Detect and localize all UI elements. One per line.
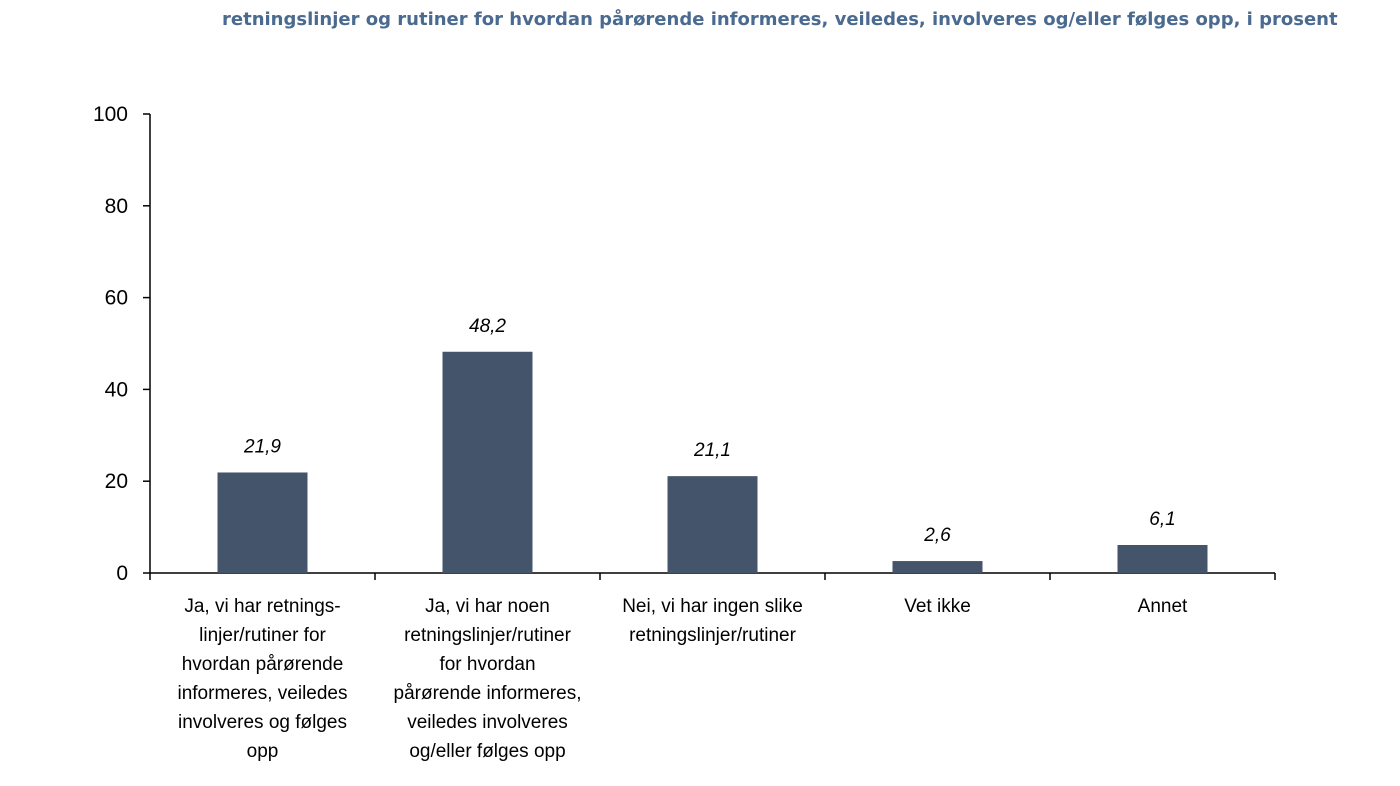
y-tick-label: 60 — [105, 287, 128, 310]
category-label-line: Ja, vi har noen — [425, 596, 550, 617]
bar — [667, 476, 758, 573]
bars — [217, 351, 1208, 573]
y-tick-label: 0 — [116, 562, 128, 585]
data-label: 48,2 — [469, 316, 506, 337]
category-label-line: Ja, vi har retnings- — [184, 596, 340, 617]
data-label: 2,6 — [923, 525, 951, 546]
category-label-line: retningslinjer/rutiner — [404, 625, 572, 646]
y-tick-label: 100 — [93, 103, 128, 126]
category-label-line: for hvordan — [439, 654, 535, 675]
bar — [892, 561, 983, 573]
category-label: Ja, vi har noen retningslinjer/rutiner for… — [394, 596, 582, 762]
y-tick-label: 20 — [105, 470, 128, 493]
category-label-line: pårørende informeres, — [394, 683, 582, 704]
category-label-line: linjer/rutiner for — [199, 625, 326, 646]
category-label-line: opp — [247, 741, 279, 762]
data-label: 21,9 — [243, 436, 281, 457]
y-tick-label: 40 — [105, 378, 128, 401]
category-label-line: retningslinjer/rutiner — [629, 625, 797, 646]
category-label-line: hvordan pårørende — [182, 654, 344, 675]
category-label-line: veiledes involveres — [407, 712, 568, 733]
category-label: Annet — [1138, 596, 1188, 617]
bar — [442, 351, 533, 573]
category-label: Vet ikke — [904, 596, 971, 617]
category-label: Ja, vi har retnings-linjer/rutiner for hv… — [177, 596, 347, 762]
data-label: 6,1 — [1149, 509, 1175, 530]
labels: 21,9 Ja, vi har retnings-linjer/rutiner f… — [177, 316, 1188, 762]
y-tick-label: 80 — [105, 195, 128, 218]
category-label-line: Annet — [1138, 596, 1188, 617]
chart-title: retningslinjer og rutiner for hvordan på… — [222, 9, 1338, 30]
category-label-line: Vet ikke — [904, 596, 971, 617]
bar — [217, 472, 308, 573]
category-label-line: informeres, veiledes — [177, 683, 347, 704]
bar — [1117, 545, 1208, 573]
category-label: Nei, vi har ingen slike retningslinjer/ru… — [622, 596, 803, 646]
data-label: 21,1 — [693, 440, 731, 461]
category-label-line: involveres og følges — [178, 712, 347, 733]
category-label-line: Nei, vi har ingen slike — [622, 596, 803, 617]
category-label-line: og/eller følges opp — [409, 741, 565, 762]
